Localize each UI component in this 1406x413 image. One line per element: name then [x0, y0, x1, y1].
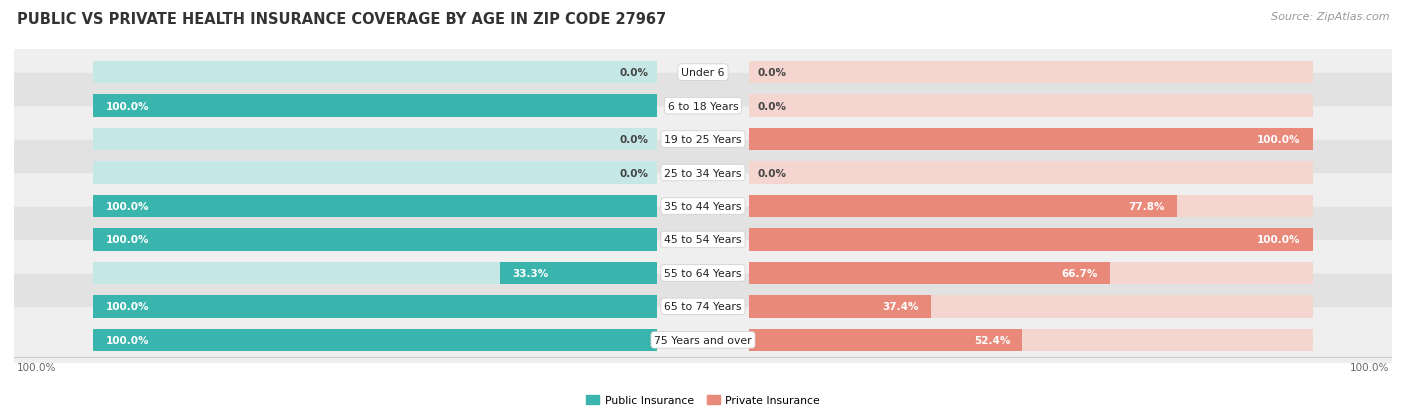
Text: 35 to 44 Years: 35 to 44 Years — [664, 202, 742, 211]
FancyBboxPatch shape — [93, 95, 657, 118]
Text: 100.0%: 100.0% — [105, 301, 149, 312]
Text: 100.0%: 100.0% — [105, 335, 149, 345]
FancyBboxPatch shape — [11, 207, 1395, 273]
Text: 55 to 64 Years: 55 to 64 Years — [664, 268, 742, 278]
Text: 100.0%: 100.0% — [105, 101, 149, 112]
Text: 6 to 18 Years: 6 to 18 Years — [668, 101, 738, 112]
Text: 77.8%: 77.8% — [1129, 202, 1166, 211]
FancyBboxPatch shape — [749, 95, 1313, 118]
FancyBboxPatch shape — [93, 162, 657, 185]
FancyBboxPatch shape — [749, 262, 1109, 285]
Text: Source: ZipAtlas.com: Source: ZipAtlas.com — [1271, 12, 1389, 22]
Text: Under 6: Under 6 — [682, 68, 724, 78]
Text: 100.0%: 100.0% — [105, 202, 149, 211]
FancyBboxPatch shape — [749, 62, 1313, 84]
FancyBboxPatch shape — [93, 295, 657, 318]
FancyBboxPatch shape — [11, 240, 1395, 306]
FancyBboxPatch shape — [749, 228, 1313, 251]
Text: 100.0%: 100.0% — [1350, 362, 1389, 372]
FancyBboxPatch shape — [749, 329, 1313, 351]
Text: 0.0%: 0.0% — [619, 168, 648, 178]
FancyBboxPatch shape — [93, 228, 657, 251]
FancyBboxPatch shape — [93, 128, 657, 151]
FancyBboxPatch shape — [749, 228, 1313, 251]
Text: 65 to 74 Years: 65 to 74 Years — [664, 301, 742, 312]
Text: 0.0%: 0.0% — [619, 135, 648, 145]
Text: 100.0%: 100.0% — [17, 362, 56, 372]
FancyBboxPatch shape — [749, 162, 1313, 185]
FancyBboxPatch shape — [11, 174, 1395, 239]
FancyBboxPatch shape — [749, 128, 1313, 151]
FancyBboxPatch shape — [93, 228, 657, 251]
Text: 0.0%: 0.0% — [619, 68, 648, 78]
Text: 45 to 54 Years: 45 to 54 Years — [664, 235, 742, 245]
Text: 33.3%: 33.3% — [512, 268, 548, 278]
FancyBboxPatch shape — [749, 262, 1313, 285]
FancyBboxPatch shape — [501, 262, 657, 285]
FancyBboxPatch shape — [93, 95, 657, 118]
FancyBboxPatch shape — [93, 195, 657, 218]
Text: 75 Years and over: 75 Years and over — [654, 335, 752, 345]
FancyBboxPatch shape — [93, 262, 657, 285]
Text: 25 to 34 Years: 25 to 34 Years — [664, 168, 742, 178]
FancyBboxPatch shape — [11, 307, 1395, 373]
FancyBboxPatch shape — [749, 195, 1177, 218]
FancyBboxPatch shape — [749, 195, 1313, 218]
Legend: Public Insurance, Private Insurance: Public Insurance, Private Insurance — [586, 395, 820, 405]
FancyBboxPatch shape — [749, 295, 1313, 318]
FancyBboxPatch shape — [749, 128, 1313, 151]
FancyBboxPatch shape — [11, 274, 1395, 339]
FancyBboxPatch shape — [749, 295, 931, 318]
Text: 0.0%: 0.0% — [758, 68, 787, 78]
Text: 19 to 25 Years: 19 to 25 Years — [664, 135, 742, 145]
FancyBboxPatch shape — [93, 295, 657, 318]
FancyBboxPatch shape — [749, 329, 1022, 351]
Text: 0.0%: 0.0% — [758, 168, 787, 178]
FancyBboxPatch shape — [11, 74, 1395, 139]
FancyBboxPatch shape — [11, 107, 1395, 173]
FancyBboxPatch shape — [93, 62, 657, 84]
Text: 37.4%: 37.4% — [883, 301, 920, 312]
Text: 100.0%: 100.0% — [1257, 135, 1301, 145]
Text: 100.0%: 100.0% — [105, 235, 149, 245]
FancyBboxPatch shape — [93, 329, 657, 351]
FancyBboxPatch shape — [11, 40, 1395, 106]
FancyBboxPatch shape — [93, 329, 657, 351]
Text: PUBLIC VS PRIVATE HEALTH INSURANCE COVERAGE BY AGE IN ZIP CODE 27967: PUBLIC VS PRIVATE HEALTH INSURANCE COVER… — [17, 12, 666, 27]
Text: 0.0%: 0.0% — [758, 101, 787, 112]
FancyBboxPatch shape — [11, 140, 1395, 206]
Text: 100.0%: 100.0% — [1257, 235, 1301, 245]
Text: 52.4%: 52.4% — [974, 335, 1011, 345]
Text: 66.7%: 66.7% — [1062, 268, 1098, 278]
FancyBboxPatch shape — [93, 195, 657, 218]
